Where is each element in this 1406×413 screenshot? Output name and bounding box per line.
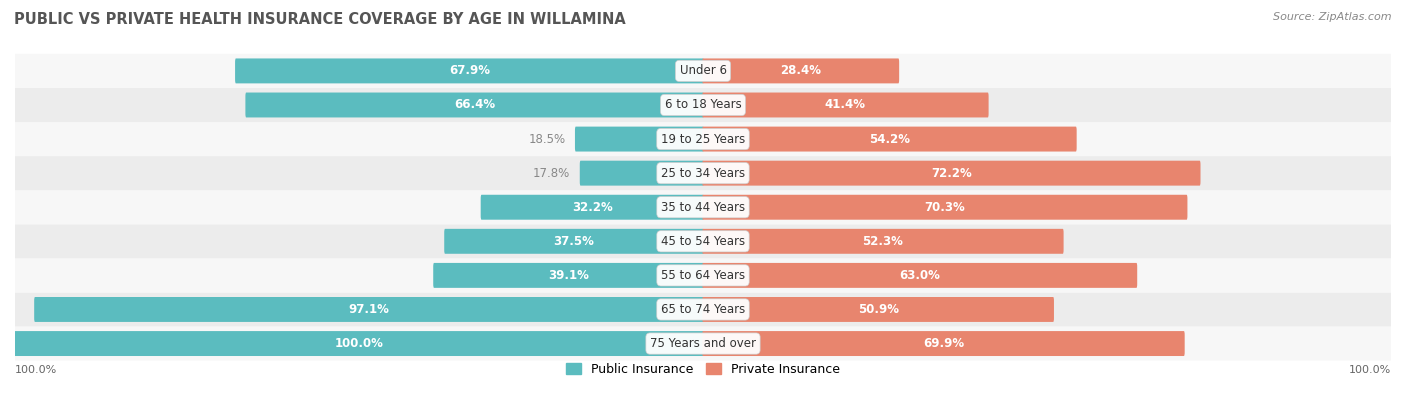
- Text: 45 to 54 Years: 45 to 54 Years: [661, 235, 745, 248]
- Text: 97.1%: 97.1%: [349, 303, 389, 316]
- Text: 67.9%: 67.9%: [449, 64, 489, 77]
- Text: 18.5%: 18.5%: [529, 133, 565, 145]
- FancyBboxPatch shape: [702, 297, 1054, 322]
- FancyBboxPatch shape: [433, 263, 704, 288]
- Text: 25 to 34 Years: 25 to 34 Years: [661, 167, 745, 180]
- Text: 54.2%: 54.2%: [869, 133, 910, 145]
- FancyBboxPatch shape: [34, 297, 704, 322]
- Text: 39.1%: 39.1%: [548, 269, 589, 282]
- FancyBboxPatch shape: [575, 127, 704, 152]
- FancyBboxPatch shape: [702, 331, 1185, 356]
- FancyBboxPatch shape: [702, 161, 1201, 185]
- FancyBboxPatch shape: [15, 54, 1391, 88]
- Text: Under 6: Under 6: [679, 64, 727, 77]
- Text: 41.4%: 41.4%: [825, 98, 866, 112]
- Text: 52.3%: 52.3%: [862, 235, 903, 248]
- FancyBboxPatch shape: [246, 93, 704, 117]
- Text: 100.0%: 100.0%: [335, 337, 384, 350]
- Text: 50.9%: 50.9%: [858, 303, 898, 316]
- Text: 63.0%: 63.0%: [900, 269, 941, 282]
- Text: 75 Years and over: 75 Years and over: [650, 337, 756, 350]
- FancyBboxPatch shape: [15, 292, 1391, 327]
- Text: 37.5%: 37.5%: [554, 235, 595, 248]
- FancyBboxPatch shape: [702, 229, 1063, 254]
- FancyBboxPatch shape: [702, 195, 1188, 220]
- FancyBboxPatch shape: [15, 224, 1391, 259]
- FancyBboxPatch shape: [15, 327, 1391, 361]
- Text: 70.3%: 70.3%: [925, 201, 965, 214]
- Text: 66.4%: 66.4%: [454, 98, 495, 112]
- FancyBboxPatch shape: [14, 331, 704, 356]
- Text: 6 to 18 Years: 6 to 18 Years: [665, 98, 741, 112]
- Text: 65 to 74 Years: 65 to 74 Years: [661, 303, 745, 316]
- Text: 35 to 44 Years: 35 to 44 Years: [661, 201, 745, 214]
- Text: 32.2%: 32.2%: [572, 201, 613, 214]
- Text: 19 to 25 Years: 19 to 25 Years: [661, 133, 745, 145]
- FancyBboxPatch shape: [702, 59, 900, 83]
- Text: 100.0%: 100.0%: [15, 365, 58, 375]
- Text: Source: ZipAtlas.com: Source: ZipAtlas.com: [1274, 12, 1392, 22]
- FancyBboxPatch shape: [15, 259, 1391, 292]
- FancyBboxPatch shape: [702, 263, 1137, 288]
- FancyBboxPatch shape: [702, 93, 988, 117]
- FancyBboxPatch shape: [444, 229, 704, 254]
- Text: 69.9%: 69.9%: [922, 337, 965, 350]
- FancyBboxPatch shape: [15, 122, 1391, 156]
- Text: 72.2%: 72.2%: [931, 167, 972, 180]
- FancyBboxPatch shape: [235, 59, 704, 83]
- Text: PUBLIC VS PRIVATE HEALTH INSURANCE COVERAGE BY AGE IN WILLAMINA: PUBLIC VS PRIVATE HEALTH INSURANCE COVER…: [14, 12, 626, 27]
- Text: 100.0%: 100.0%: [1348, 365, 1391, 375]
- Legend: Public Insurance, Private Insurance: Public Insurance, Private Insurance: [561, 358, 845, 381]
- FancyBboxPatch shape: [15, 156, 1391, 190]
- FancyBboxPatch shape: [15, 190, 1391, 224]
- Text: 28.4%: 28.4%: [780, 64, 821, 77]
- FancyBboxPatch shape: [481, 195, 704, 220]
- Text: 17.8%: 17.8%: [533, 167, 571, 180]
- FancyBboxPatch shape: [579, 161, 704, 185]
- FancyBboxPatch shape: [702, 127, 1077, 152]
- Text: 55 to 64 Years: 55 to 64 Years: [661, 269, 745, 282]
- FancyBboxPatch shape: [15, 88, 1391, 122]
